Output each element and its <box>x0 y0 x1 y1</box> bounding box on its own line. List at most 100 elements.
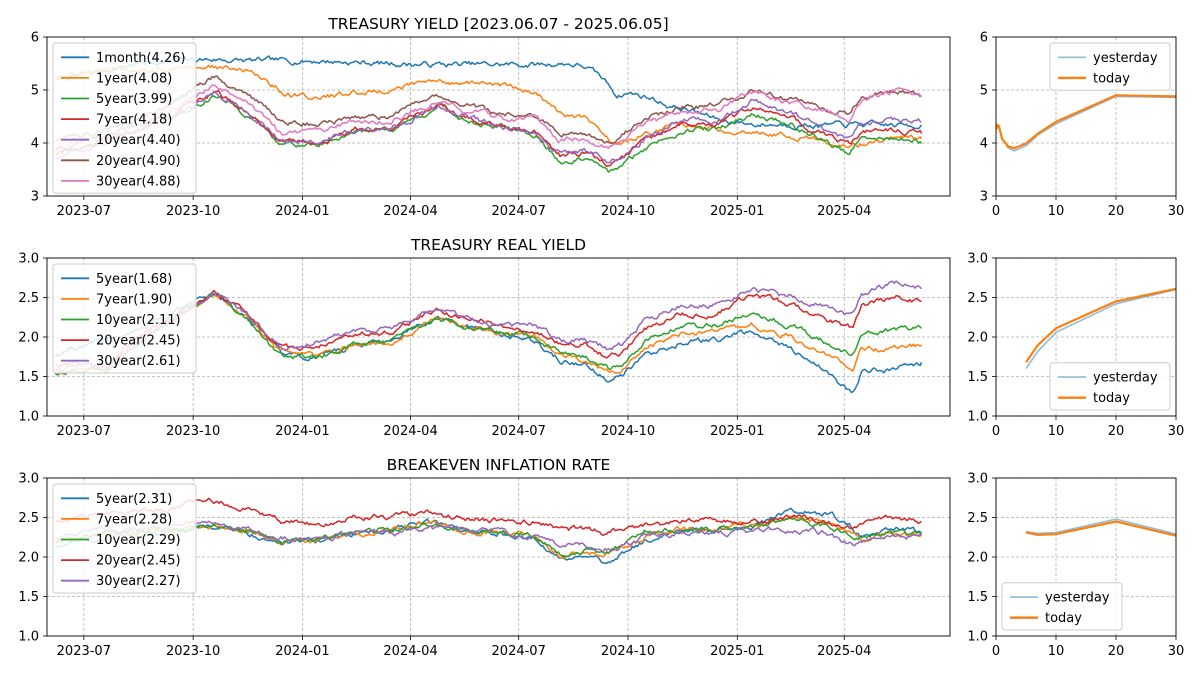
legend-label: 20year(4.90) <box>96 154 181 169</box>
axes-frame <box>995 36 1177 197</box>
series-line-today <box>996 94 1176 150</box>
x-tick-label: 0 <box>992 424 1000 439</box>
legend-box <box>52 263 197 374</box>
x-tick-label: 2023-10 <box>166 644 220 659</box>
legend-label: 10year(4.40) <box>96 133 181 148</box>
series-line-yesterday <box>1025 518 1176 535</box>
y-tick-label: 1.0 <box>967 410 988 425</box>
legend-label: yesterday <box>1093 371 1158 386</box>
y-tick-label: 3 <box>980 190 988 205</box>
y-tick-label: 2.0 <box>967 551 988 566</box>
y-tick-label: 1.0 <box>18 630 39 645</box>
x-tick-label: 2023-07 <box>57 424 111 439</box>
y-tick-label: 1.5 <box>967 370 988 385</box>
y-tick-label: 1.5 <box>967 590 988 605</box>
series-line-yesterday <box>1025 288 1176 370</box>
y-tick-label: 4 <box>31 137 39 152</box>
legend: 5year(2.31) 7year(2.28) 10year(2.29) 20year… <box>52 483 197 594</box>
axes-frame <box>46 36 951 197</box>
y-tick-label: 2.0 <box>18 331 39 346</box>
chart-panel-5: 0 10 20 30 1.0 1.5 2.0 2.5 3.0 yesterday today <box>967 252 1184 440</box>
legend-label: 10year(2.29) <box>96 533 181 548</box>
x-tick-label: 20 <box>1108 204 1125 219</box>
legend-label: 20year(2.45) <box>96 334 181 349</box>
legend-label: 1year(4.08) <box>96 71 172 86</box>
y-tick-label: 1.5 <box>18 370 39 385</box>
series-line-10year(2.29) <box>54 517 923 558</box>
x-tick-label: 0 <box>992 204 1000 219</box>
x-tick-label: 2024-10 <box>601 644 655 659</box>
chart-title: TREASURY YIELD [2023.06.07 - 2025.06.05] <box>327 15 668 33</box>
series-line-5year(1.68) <box>54 292 923 394</box>
legend-label: 5year(3.99) <box>96 92 172 107</box>
legend-label: 7year(1.90) <box>96 292 172 307</box>
legend-label: yesterday <box>1045 591 1110 606</box>
y-tick-label: 1.0 <box>18 410 39 425</box>
legend: 5year(1.68) 7year(1.90) 10year(2.11) 20year… <box>52 263 197 374</box>
legend-label: 5year(1.68) <box>96 272 172 287</box>
y-tick-label: 1.5 <box>18 590 39 605</box>
legend-label: today <box>1093 391 1130 406</box>
x-tick-label: 2024-01 <box>275 644 329 659</box>
y-tick-label: 2.5 <box>967 511 988 526</box>
legend-box <box>52 483 197 594</box>
x-tick-label: 2023-10 <box>166 204 220 219</box>
x-tick-label: 2024-07 <box>492 204 546 219</box>
x-tick-label: 2024-01 <box>275 204 329 219</box>
x-tick-label: 2025-01 <box>710 204 764 219</box>
legend-label: 30year(4.88) <box>96 174 181 189</box>
x-tick-label: 2023-07 <box>57 644 111 659</box>
series-line-20year(2.45) <box>55 289 922 370</box>
y-tick-label: 2.5 <box>18 511 39 526</box>
y-tick-label: 5 <box>31 84 39 99</box>
x-tick-label: 10 <box>1048 644 1065 659</box>
y-tick-label: 6 <box>980 31 988 46</box>
legend-label: today <box>1093 71 1130 86</box>
series-line-30year(2.61) <box>54 280 923 373</box>
series-line-10year(2.11) <box>54 292 922 376</box>
axes-frame <box>995 477 1177 637</box>
y-tick-label: 2.5 <box>18 291 39 306</box>
y-tick-label: 2.5 <box>967 291 988 306</box>
x-tick-label: 2023-10 <box>166 424 220 439</box>
series-line-10year(4.40) <box>54 90 922 164</box>
chart-panel-3: 2023-07 2023-10 2024-01 2024-04 2024-07 2024-… <box>18 456 951 659</box>
y-tick-label: 4 <box>980 137 988 152</box>
chart-panel-1: 2023-07 2023-10 2024-01 2024-04 2024-07 2024-… <box>31 15 951 219</box>
x-tick-label: 2023-07 <box>57 204 111 219</box>
legend-label: 20year(2.45) <box>96 554 181 569</box>
chart-panel-4: 0 10 20 30 3 4 5 6 yesterday today <box>980 31 1185 220</box>
legend-label: today <box>1045 611 1082 626</box>
x-tick-label: 2024-01 <box>275 424 329 439</box>
x-tick-label: 2024-10 <box>601 424 655 439</box>
chart-title: BREAKEVEN INFLATION RATE <box>387 456 611 474</box>
series-line-20year(2.45) <box>54 497 922 537</box>
legend: yesterday today <box>1001 582 1123 631</box>
y-tick-label: 1.0 <box>967 630 988 645</box>
x-tick-label: 2025-01 <box>710 644 764 659</box>
series-line-5year(3.99) <box>54 95 923 173</box>
axes-frame <box>995 257 1177 417</box>
y-tick-label: 3 <box>31 190 39 205</box>
x-tick-label: 20 <box>1108 644 1125 659</box>
legend: 1month(4.26) 1year(4.08) 5year(3.99) 7year(… <box>52 42 197 194</box>
legend-label: 30year(2.27) <box>96 574 181 589</box>
y-tick-label: 3.0 <box>18 252 39 267</box>
y-tick-label: 3.0 <box>967 472 988 487</box>
x-tick-label: 2024-04 <box>383 644 437 659</box>
x-tick-label: 30 <box>1168 424 1185 439</box>
chart-panel-6: 0 10 20 30 1.0 1.5 2.0 2.5 3.0 yesterday today <box>967 472 1184 660</box>
x-tick-label: 30 <box>1168 204 1185 219</box>
y-tick-label: 2.0 <box>967 331 988 346</box>
legend-label: 7year(4.18) <box>96 113 172 128</box>
x-tick-label: 2024-04 <box>383 204 437 219</box>
axes-frame <box>46 477 951 637</box>
legend-label: 5year(2.31) <box>96 492 172 507</box>
series-line-today <box>1025 520 1176 537</box>
legend-label: yesterday <box>1093 51 1158 66</box>
series-line-today <box>1025 287 1176 363</box>
legend-label: 30year(2.61) <box>96 354 181 369</box>
x-tick-label: 2024-10 <box>601 204 655 219</box>
axes-frame <box>46 257 951 417</box>
legend-label: 1month(4.26) <box>96 51 186 66</box>
